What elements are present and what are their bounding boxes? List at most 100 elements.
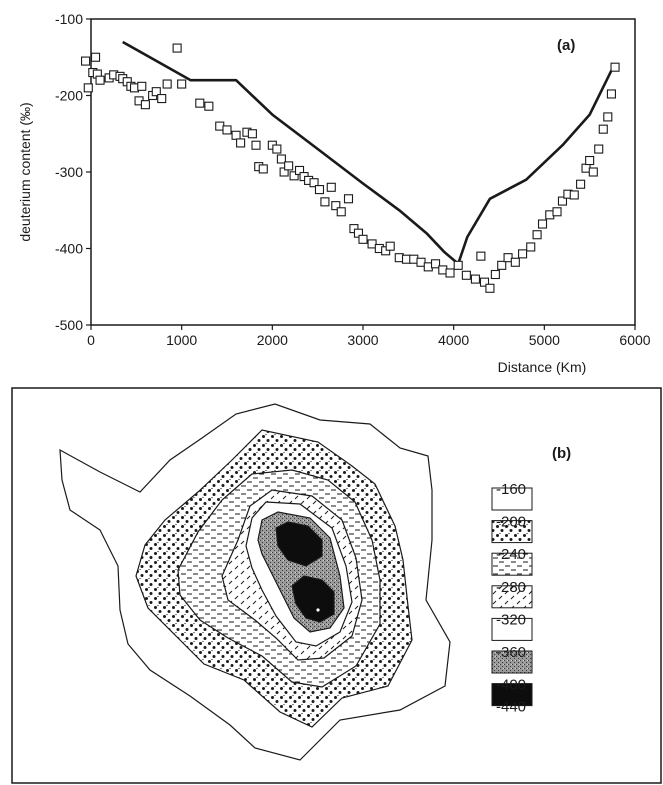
data-point xyxy=(552,207,562,217)
x-tick-label: 0 xyxy=(87,332,95,348)
data-point xyxy=(430,259,441,269)
data-point xyxy=(320,197,330,207)
data-point xyxy=(222,125,232,135)
data-point xyxy=(416,257,426,267)
data-point xyxy=(588,167,598,177)
data-point xyxy=(314,185,325,195)
y-tick-label: -500 xyxy=(55,317,83,333)
data-point xyxy=(537,219,548,229)
data-point xyxy=(162,79,172,89)
data-point xyxy=(606,89,616,99)
data-point xyxy=(479,277,490,287)
data-point xyxy=(177,79,187,89)
data-point xyxy=(485,283,495,293)
x-tick-label: 4000 xyxy=(438,332,469,348)
data-point xyxy=(95,75,105,85)
legend-label: -440 xyxy=(496,699,526,716)
legend-label: -160 xyxy=(496,481,526,498)
data-point xyxy=(445,268,455,278)
legend-swatch xyxy=(491,617,533,641)
data-point xyxy=(510,257,520,267)
x-tick-label: 6000 xyxy=(619,332,650,348)
data-point xyxy=(343,194,354,204)
legend-label: -360 xyxy=(496,644,526,661)
station-marker xyxy=(316,608,320,612)
data-point xyxy=(358,234,368,244)
data-point xyxy=(289,171,299,181)
legend: -160 -200 -240 -280 -320 -360 -400 -440 xyxy=(491,481,533,716)
legend-swatch xyxy=(491,650,533,674)
data-point xyxy=(172,43,182,53)
data-point xyxy=(83,83,93,93)
data-point xyxy=(204,101,214,111)
x-tick-label: 5000 xyxy=(529,332,560,348)
data-point xyxy=(569,190,579,200)
y-tick-label: -200 xyxy=(55,88,83,104)
legend-label: -320 xyxy=(496,611,526,628)
panel-a-chart: (a) deuterium content (‰) Distance (Km) … xyxy=(17,11,651,375)
y-axis-label: deuterium content (‰) xyxy=(17,102,33,241)
legend-swatch xyxy=(491,552,533,576)
data-point xyxy=(331,201,341,211)
data-point xyxy=(367,239,377,249)
x-tick-label: 3000 xyxy=(347,332,378,348)
data-point xyxy=(272,144,282,154)
data-point xyxy=(576,179,586,189)
y-tick-label: -300 xyxy=(55,164,83,180)
data-point xyxy=(594,144,604,154)
legend-label: -200 xyxy=(496,514,526,531)
y-tick-label: -400 xyxy=(55,241,83,257)
data-point xyxy=(157,94,167,104)
data-point xyxy=(90,52,101,62)
contour-400-south xyxy=(291,575,335,623)
data-point xyxy=(461,270,471,280)
legend-swatch xyxy=(491,520,533,544)
panel-label-b: (b) xyxy=(552,445,571,462)
contour-400-north xyxy=(275,521,323,567)
data-point xyxy=(309,178,319,188)
series-line xyxy=(122,40,614,266)
data-point xyxy=(603,112,613,122)
x-axis-label: Distance (Km) xyxy=(498,359,587,375)
legend-swatch xyxy=(491,683,533,707)
map-frame xyxy=(11,387,662,784)
axis-ticks: 0 1000 2000 3000 4000 5000 6000 -100 -200 -300 -40… xyxy=(55,11,651,348)
data-point xyxy=(336,207,346,217)
panel-label-a: (a) xyxy=(557,37,575,54)
data-point xyxy=(137,81,147,91)
data-point xyxy=(476,251,486,261)
data-point xyxy=(247,129,257,139)
data-point xyxy=(453,260,463,270)
series-points xyxy=(81,43,620,293)
data-point xyxy=(385,241,395,251)
data-point xyxy=(598,124,608,134)
data-point xyxy=(236,138,246,148)
data-point xyxy=(585,155,595,166)
data-point xyxy=(284,161,294,171)
data-point xyxy=(532,230,542,240)
data-point xyxy=(81,56,91,66)
legend-swatch xyxy=(491,585,533,609)
profile-line xyxy=(122,40,614,266)
data-point xyxy=(251,140,261,150)
contour-map xyxy=(59,403,451,761)
data-point xyxy=(610,62,620,72)
data-point xyxy=(497,260,507,270)
legend-swatch xyxy=(491,487,533,511)
data-point xyxy=(518,249,528,259)
data-point xyxy=(276,154,286,164)
legend-label: -240 xyxy=(496,546,526,563)
data-point xyxy=(503,253,513,263)
plot-area: (a) deuterium content (‰) Distance (Km) … xyxy=(17,11,651,375)
data-point xyxy=(195,98,205,108)
data-point xyxy=(140,100,150,110)
legend-label: -280 xyxy=(496,579,526,596)
data-point xyxy=(490,269,500,280)
data-point xyxy=(151,87,161,97)
x-tick-label: 1000 xyxy=(166,332,197,348)
data-point xyxy=(526,242,536,252)
data-point xyxy=(557,196,568,206)
panel-b-map: (b) -160 -200 -240 -280 -320 -360 -400 -440 xyxy=(11,387,662,784)
data-point xyxy=(470,274,480,284)
y-tick-label: -100 xyxy=(55,11,83,27)
